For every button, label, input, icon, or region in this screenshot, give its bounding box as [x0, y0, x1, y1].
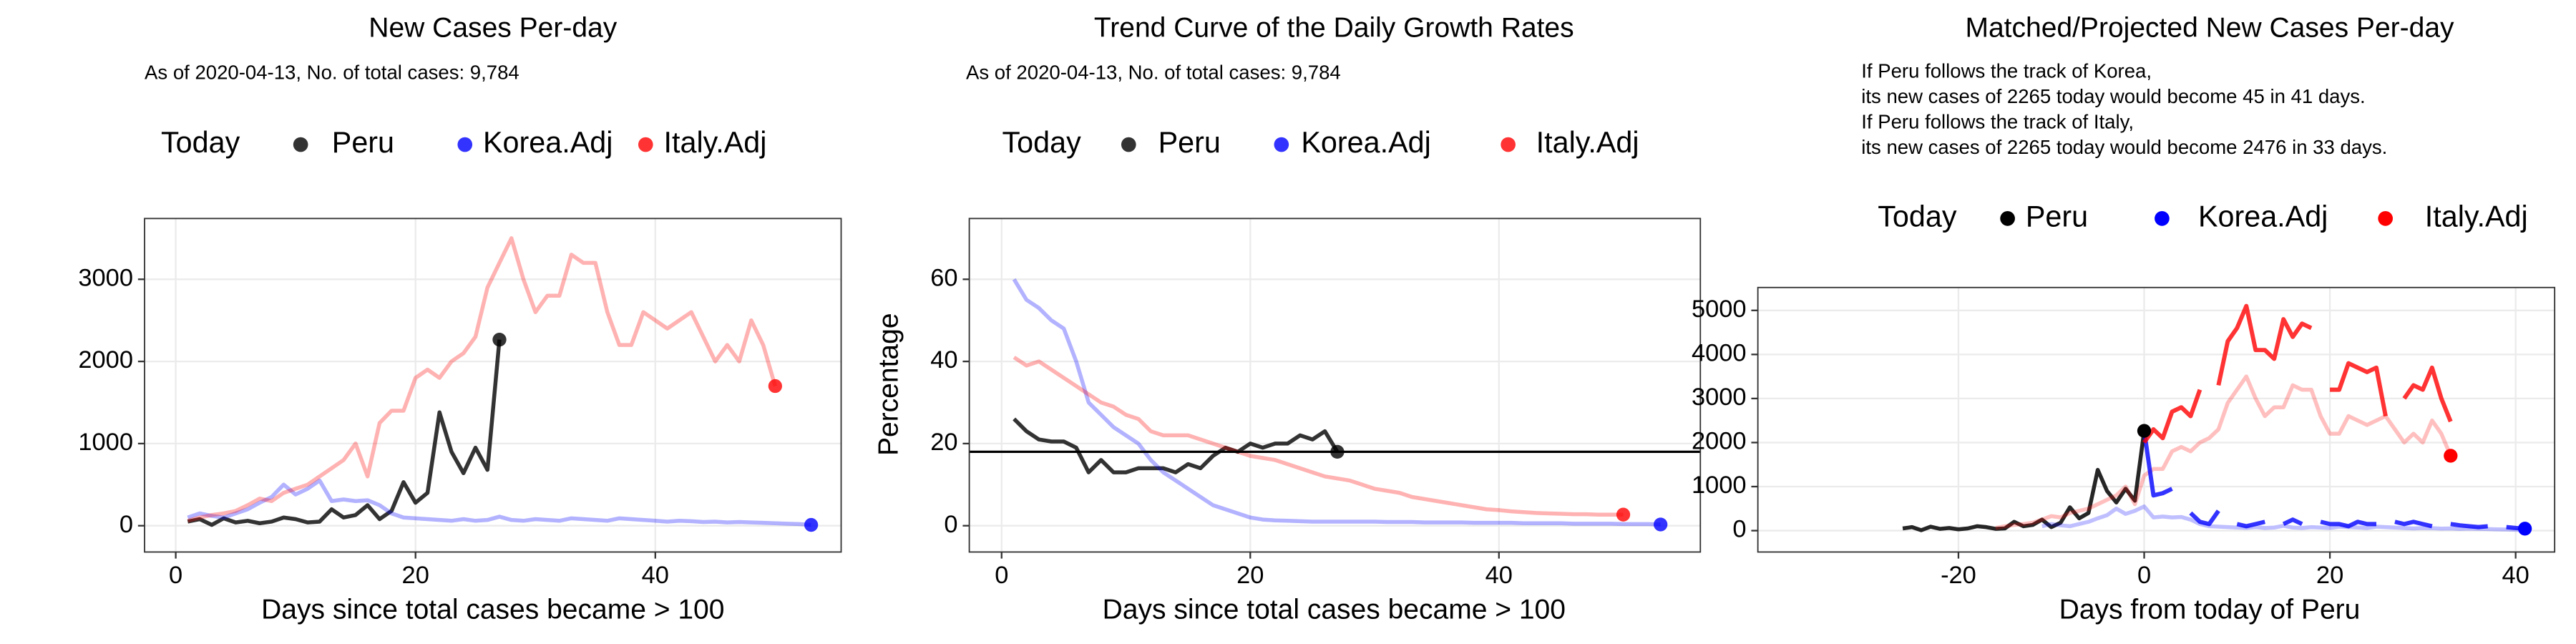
legend-label: Peru [332, 126, 394, 159]
legend-marker [1121, 137, 1136, 152]
legend-marker [638, 137, 653, 152]
annotation: its new cases of 2265 today would become… [1861, 85, 2365, 107]
chart-subtitle: As of 2020-04-13, No. of total cases: 9,… [966, 62, 1341, 84]
y-tick-label: 4000 [1692, 339, 1747, 366]
chart-title: Trend Curve of the Daily Growth Rates [1094, 13, 1574, 44]
series-line [1013, 356, 1624, 517]
endpoint-marker [1616, 507, 1631, 522]
y-axis-title: Percentage [874, 313, 904, 456]
y-tick-label: 40 [930, 346, 957, 374]
series-line [187, 339, 502, 527]
legend-label: Italy.Adj [1536, 126, 1639, 159]
series-line [1013, 417, 1340, 474]
legend-label: Italy.Adj [2425, 200, 2528, 233]
x-axis-title: Days from today of Peru [2059, 594, 2361, 625]
legend-label: Korea.Adj [1301, 126, 1430, 159]
annotation: its new cases of 2265 today would become… [1861, 136, 2387, 158]
endpoint-marker [1330, 444, 1345, 459]
series-line [1012, 278, 1661, 527]
chart-title: New Cases Per-day [369, 13, 617, 44]
legend-title: Today [1878, 200, 1957, 233]
y-tick-label: 1000 [1692, 472, 1747, 499]
legend-title: Today [161, 126, 240, 159]
legend-marker [1501, 137, 1516, 152]
annotation: If Peru follows the track of Italy, [1861, 110, 2134, 132]
legend-marker [293, 137, 308, 152]
legend-label: Peru [1158, 126, 1221, 159]
chart-title: Matched/Projected New Cases Per-day [1965, 13, 2454, 44]
x-tick-label: 40 [2502, 562, 2529, 589]
y-tick-label: 0 [119, 511, 133, 538]
x-tick-label: 0 [169, 562, 182, 589]
plot-background [145, 218, 841, 552]
series-line [187, 236, 777, 523]
legend-label: Peru [2026, 200, 2088, 233]
legend-label: Korea.Adj [2198, 200, 2328, 233]
annotation: If Peru follows the track of Korea, [1861, 59, 2152, 82]
legend-marker [457, 137, 473, 152]
y-tick-label: 0 [1732, 516, 1746, 543]
y-tick-label: 3000 [1692, 384, 1747, 411]
x-tick-label: 20 [1236, 562, 1264, 589]
plot-border [1757, 286, 2556, 553]
endpoint-marker [768, 379, 783, 394]
x-axis-title: Days since total cases became > 100 [1103, 594, 1566, 625]
legend-title: Today [1002, 126, 1082, 159]
series-line [187, 478, 811, 527]
y-tick-label: 5000 [1692, 296, 1747, 323]
y-tick-label: 3000 [78, 264, 133, 291]
y-tick-label: 20 [930, 429, 957, 456]
x-tick-label: 40 [1485, 562, 1513, 589]
legend-label: Italy.Adj [664, 126, 767, 159]
projection-line [2142, 303, 2453, 444]
x-tick-label: 40 [642, 562, 669, 589]
x-tick-label: 20 [2316, 562, 2343, 589]
x-tick-label: -20 [1941, 562, 1976, 589]
plot-border [144, 218, 842, 553]
projection-line [2142, 430, 2525, 531]
legend-marker [2155, 211, 2170, 226]
endpoint-marker [2444, 449, 2458, 463]
legend-marker [1274, 137, 1289, 152]
chart-subtitle: As of 2020-04-13, No. of total cases: 9,… [145, 62, 519, 84]
plot-border [968, 218, 1702, 553]
x-tick-label: 0 [2137, 562, 2151, 589]
endpoint-marker [2517, 522, 2532, 536]
y-tick-label: 60 [930, 264, 957, 291]
y-tick-label: 2000 [1692, 428, 1747, 455]
x-tick-label: 0 [995, 562, 1008, 589]
y-tick-label: 2000 [78, 346, 133, 374]
plot-background [1757, 287, 2555, 552]
endpoint-marker [492, 333, 507, 347]
endpoint-marker [2137, 424, 2152, 438]
y-tick-label: 1000 [78, 429, 133, 456]
legend-label: Korea.Adj [483, 126, 613, 159]
x-axis-title: Days since total cases became > 100 [261, 594, 724, 625]
endpoint-marker [1654, 517, 1668, 532]
legend-marker [2000, 211, 2015, 226]
plot-background [969, 218, 1701, 552]
y-tick-label: 0 [944, 511, 957, 538]
series-line [1902, 430, 2147, 532]
series-line [1995, 374, 2453, 530]
x-tick-label: 20 [402, 562, 429, 589]
endpoint-marker [804, 517, 819, 532]
legend-marker [2378, 211, 2394, 226]
series-line [2041, 504, 2525, 532]
